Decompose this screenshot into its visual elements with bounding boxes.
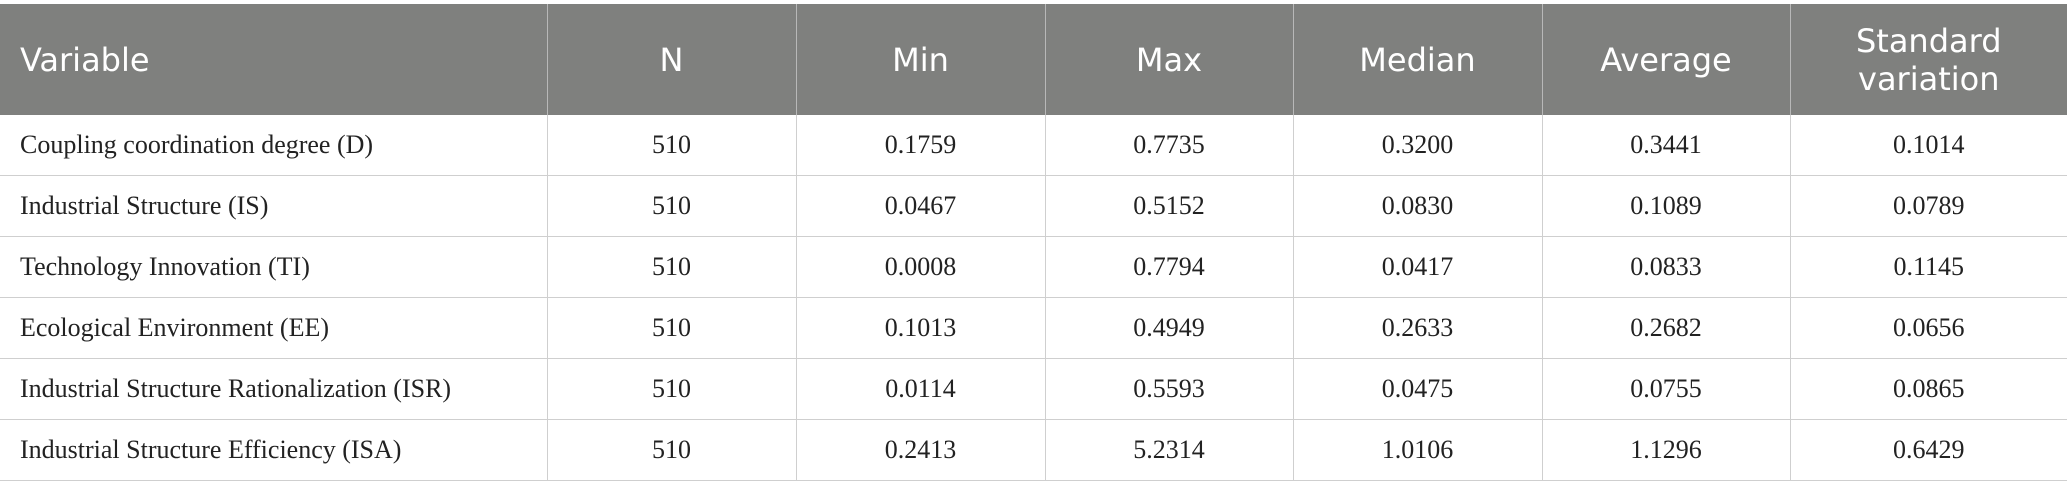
value-cell: 0.5593	[1044, 358, 1293, 420]
value-cell: 1.0106	[1292, 419, 1542, 481]
table-row: Coupling coordination degree (D) 510 0.175…	[0, 115, 2067, 176]
value-cell: 0.2413	[795, 419, 1045, 481]
value-cell: 510	[546, 297, 796, 359]
header-cell: Median	[1292, 4, 1542, 115]
value-cell: 0.1759	[795, 115, 1045, 176]
value-cell: 1.1296	[1541, 419, 1790, 481]
variable-cell: Coupling coordination degree (D)	[0, 115, 547, 176]
header-cell: Min	[795, 4, 1045, 115]
table-row: Industrial Structure Rationalization (IS…	[0, 358, 2067, 420]
value-cell: 0.0830	[1292, 175, 1542, 237]
table-row: Technology Innovation (TI) 510 0.0008 0.779…	[0, 236, 2067, 298]
variable-cell: Ecological Environment (EE)	[0, 297, 547, 359]
value-cell: 510	[546, 419, 796, 481]
value-cell: 0.2633	[1292, 297, 1542, 359]
value-cell: 0.0656	[1789, 297, 2067, 359]
stats-table: Variable N Min Max Median Average Standard var…	[0, 4, 2067, 481]
value-cell: 0.5152	[1044, 175, 1293, 237]
table-row: Industrial Structure (IS) 510 0.0467 0.5152…	[0, 175, 2067, 237]
value-cell: 0.0417	[1292, 236, 1542, 298]
table-body: Coupling coordination degree (D) 510 0.175…	[0, 115, 2067, 481]
value-cell: 510	[546, 115, 796, 176]
value-cell: 0.0789	[1789, 175, 2067, 237]
value-cell: 0.0008	[795, 236, 1045, 298]
value-cell: 510	[546, 175, 796, 237]
value-cell: 0.0833	[1541, 236, 1790, 298]
header-cell: Variable	[0, 4, 547, 115]
variable-cell: Industrial Structure Rationalization (IS…	[0, 358, 547, 420]
value-cell: 0.6429	[1789, 419, 2067, 481]
value-cell: 0.0755	[1541, 358, 1790, 420]
value-cell: 510	[546, 236, 796, 298]
table-row: Industrial Structure Efficiency (ISA) 510…	[0, 419, 2067, 481]
value-cell: 0.0475	[1292, 358, 1542, 420]
header-cell: Average	[1541, 4, 1790, 115]
value-cell: 0.1014	[1789, 115, 2067, 176]
header-cell: N	[546, 4, 796, 115]
value-cell: 0.1145	[1789, 236, 2067, 298]
value-cell: 5.2314	[1044, 419, 1293, 481]
value-cell: 0.3441	[1541, 115, 1790, 176]
value-cell: 0.0467	[795, 175, 1045, 237]
header-cell: Standard variation	[1789, 4, 2067, 115]
value-cell: 0.4949	[1044, 297, 1293, 359]
value-cell: 0.7794	[1044, 236, 1293, 298]
value-cell: 510	[546, 358, 796, 420]
table-row: Ecological Environment (EE) 510 0.1013 0.49…	[0, 297, 2067, 359]
value-cell: 0.3200	[1292, 115, 1542, 176]
variable-cell: Technology Innovation (TI)	[0, 236, 547, 298]
value-cell: 0.1013	[795, 297, 1045, 359]
value-cell: 0.2682	[1541, 297, 1790, 359]
value-cell: 0.1089	[1541, 175, 1790, 237]
value-cell: 0.0865	[1789, 358, 2067, 420]
variable-cell: Industrial Structure Efficiency (ISA)	[0, 419, 547, 481]
value-cell: 0.7735	[1044, 115, 1293, 176]
value-cell: 0.0114	[795, 358, 1045, 420]
header-cell: Max	[1044, 4, 1293, 115]
header-row: Variable N Min Max Median Average Standard var…	[0, 4, 2067, 115]
variable-cell: Industrial Structure (IS)	[0, 175, 547, 237]
